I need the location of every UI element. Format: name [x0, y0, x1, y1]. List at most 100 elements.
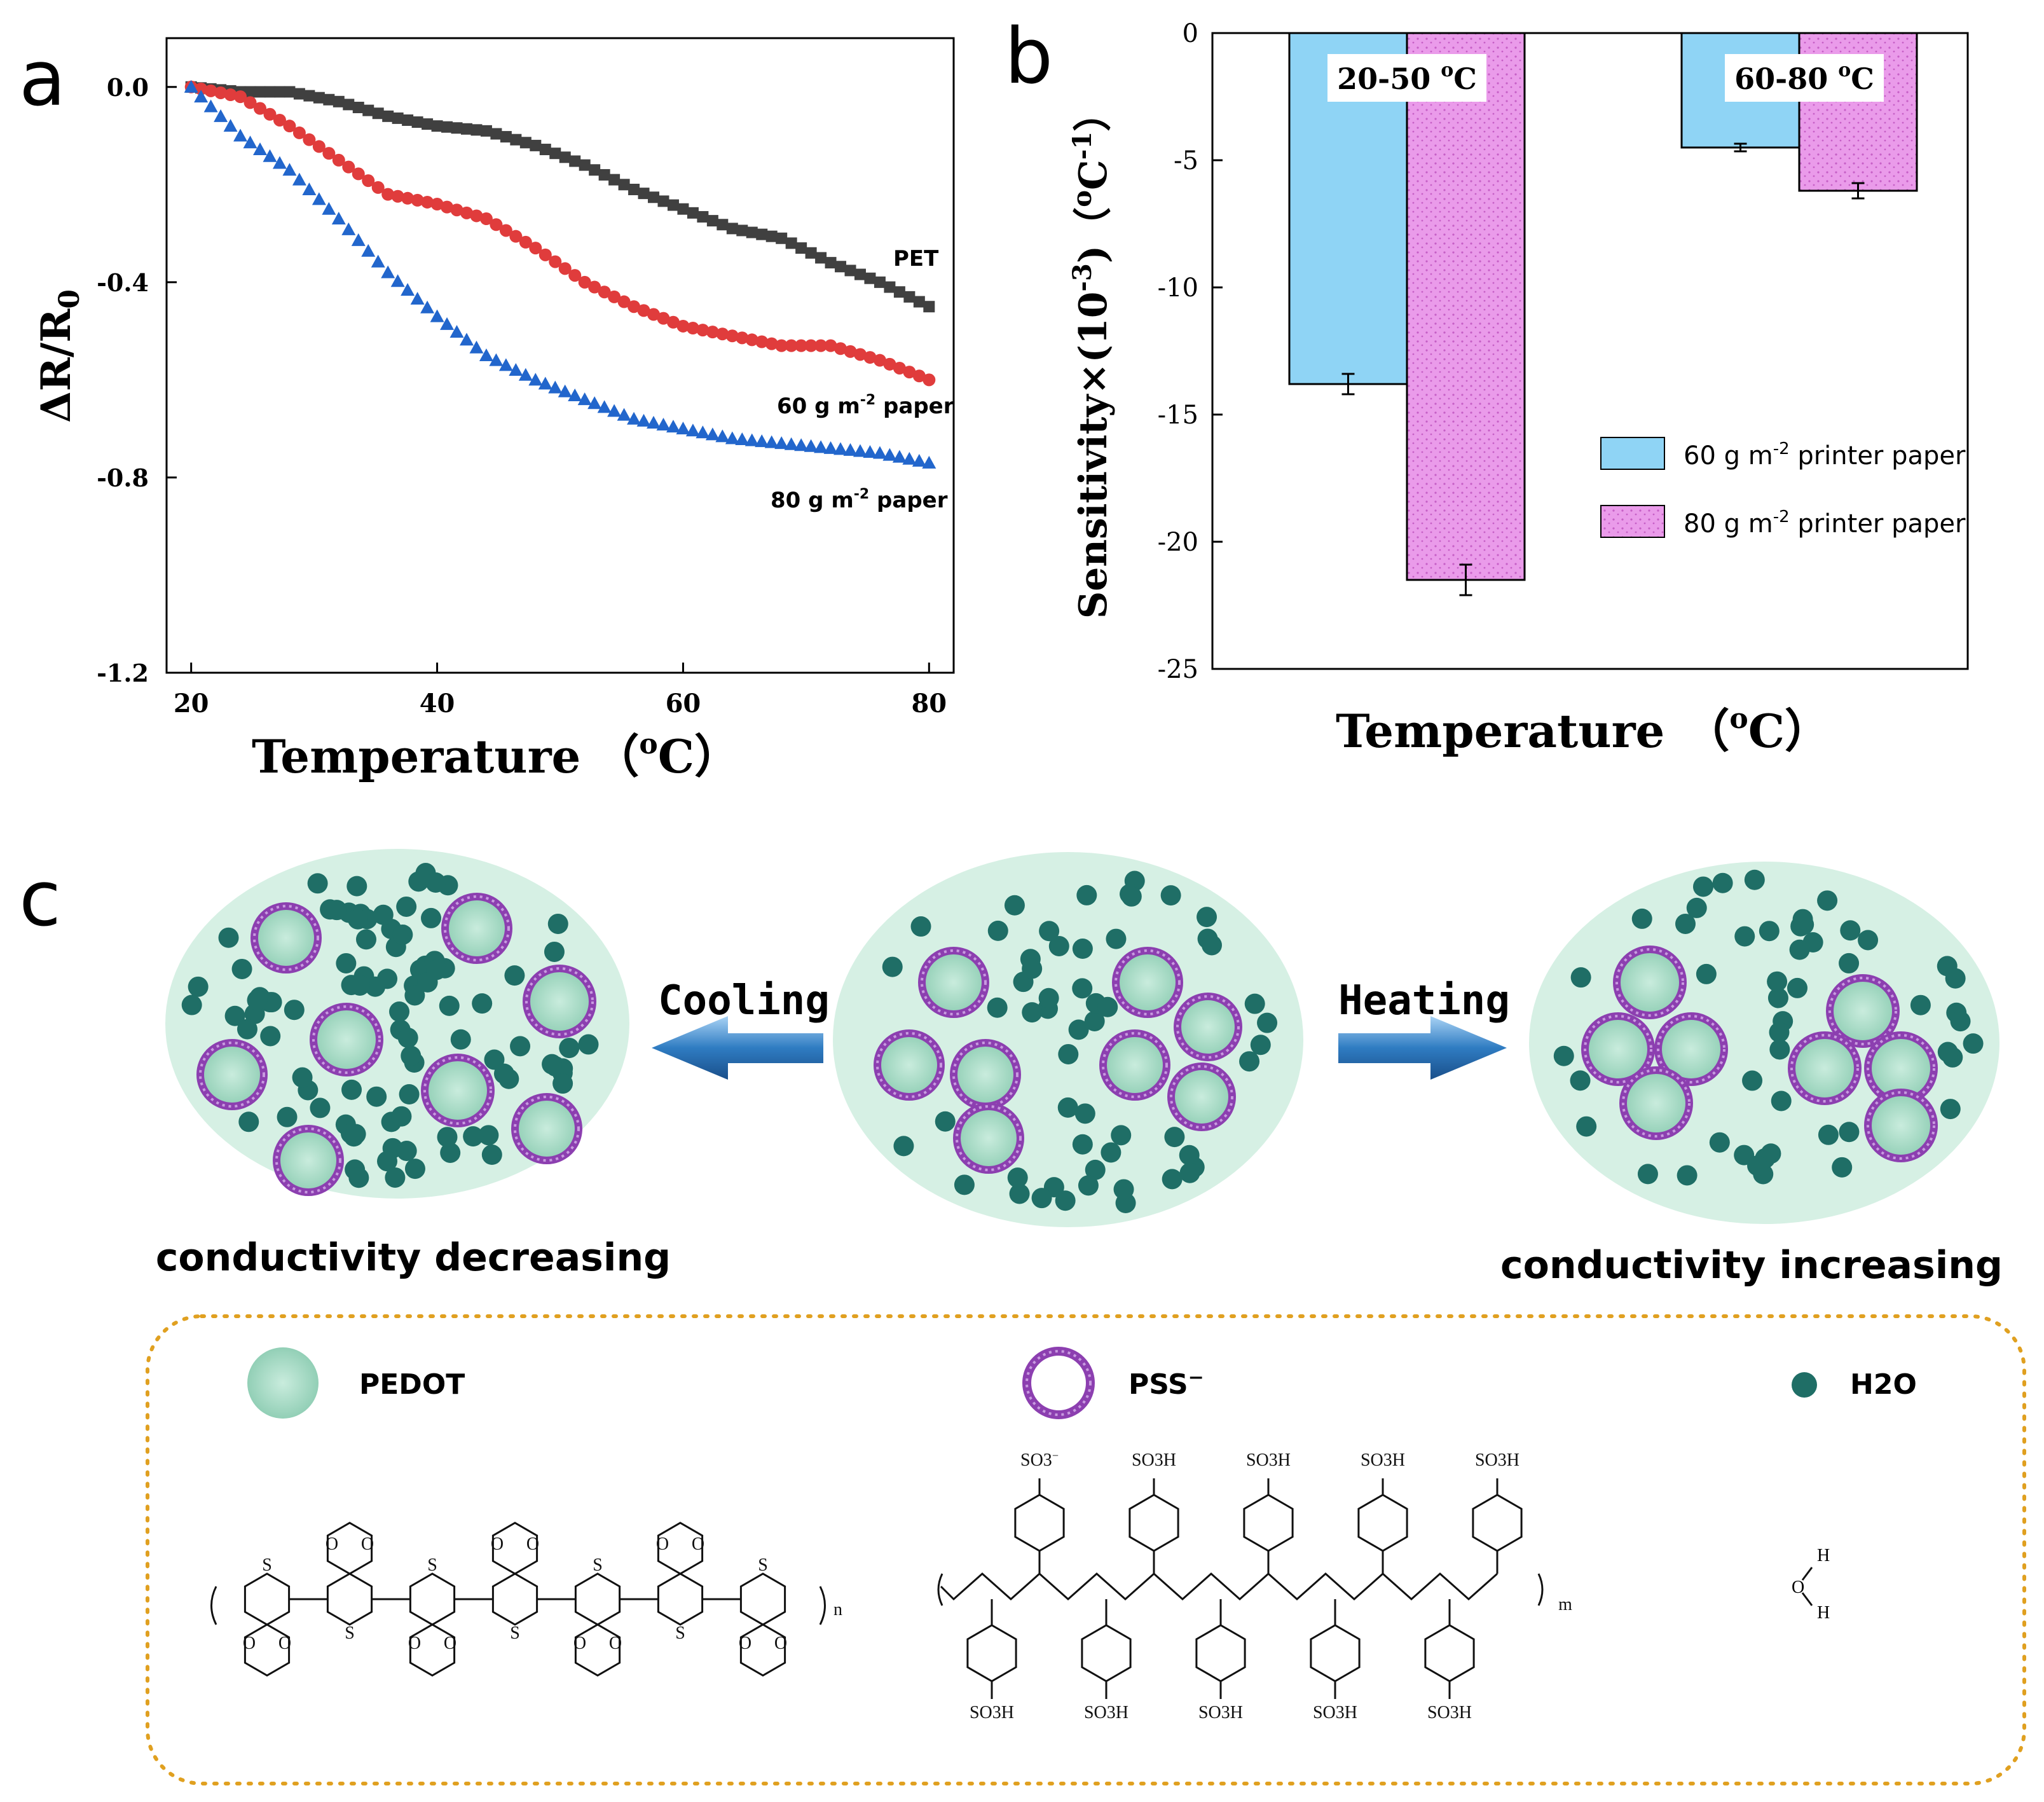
water-molecule	[1832, 1157, 1853, 1178]
ring	[966, 1624, 1017, 1682]
water-molecule	[350, 975, 371, 996]
water-molecule	[1818, 1124, 1839, 1145]
legend-box	[146, 1314, 2026, 1785]
data-point	[440, 317, 455, 330]
water-molecule	[355, 929, 376, 950]
y-tick-label: 0	[1183, 19, 1198, 48]
pedot-core	[313, 1007, 380, 1073]
oxygen-label: O	[526, 1534, 539, 1554]
diagram-c: Cooling Heating conductivity decreasing …	[146, 849, 2026, 1785]
water-molecule	[1696, 963, 1717, 984]
water-molecule	[1771, 1090, 1792, 1111]
water-molecule	[377, 1151, 398, 1172]
data-point	[352, 167, 365, 181]
water-molecule	[1085, 1159, 1106, 1180]
data-point	[854, 268, 866, 280]
data-point	[903, 291, 916, 303]
data-point	[627, 411, 641, 425]
water-molecule	[365, 976, 386, 997]
water-molecule	[559, 1038, 580, 1059]
water-molecule	[1950, 1011, 1971, 1032]
ring	[574, 1572, 621, 1626]
data-point	[588, 280, 601, 294]
pedot-core	[957, 1106, 1020, 1170]
data-point	[637, 304, 650, 317]
data-point	[617, 408, 631, 421]
water-molecule	[284, 1000, 305, 1021]
data-point	[421, 195, 434, 209]
y-tick-label: -15	[1158, 401, 1198, 430]
data-point	[874, 276, 886, 288]
data-point	[420, 300, 435, 313]
data-point	[744, 433, 759, 446]
data-point	[253, 142, 268, 156]
water-molecule	[347, 909, 368, 930]
conductivity-increasing-label: conductivity increasing	[1500, 1243, 2003, 1288]
bar	[1406, 32, 1526, 581]
water-molecule	[463, 1126, 484, 1147]
data-point	[234, 90, 247, 104]
water-molecule	[1747, 1155, 1768, 1176]
water-molecule	[1038, 987, 1059, 1008]
data-point	[814, 440, 828, 453]
water-molecule	[218, 927, 239, 948]
data-point	[362, 104, 374, 116]
water-molecule	[231, 958, 252, 979]
water-molecule	[224, 1005, 245, 1026]
data-point	[243, 96, 257, 109]
data-point	[735, 432, 750, 446]
data-point	[361, 244, 376, 257]
water-molecule	[440, 1142, 461, 1163]
water-molecule	[1257, 1012, 1278, 1033]
water-molecule	[439, 995, 460, 1016]
water-molecule	[1039, 921, 1060, 942]
oxygen-label: O	[491, 1534, 504, 1554]
so3h-label: SO3H	[1313, 1703, 1357, 1723]
water-molecule	[1940, 1099, 1961, 1120]
water-molecule	[987, 997, 1008, 1018]
data-point	[638, 188, 650, 200]
data-point	[736, 331, 749, 345]
chart-b-frame	[1211, 32, 1969, 670]
legend-swatch-80g	[1600, 505, 1665, 538]
data-point	[480, 125, 492, 137]
data-point	[362, 174, 375, 188]
data-point	[469, 340, 484, 354]
data-point	[333, 95, 345, 107]
water-chemical-structure: H O H	[1792, 1546, 1830, 1623]
data-point	[795, 242, 807, 254]
data-point	[872, 446, 887, 459]
ring	[326, 1572, 373, 1626]
water-molecule	[1022, 958, 1043, 979]
data-point	[422, 118, 434, 130]
data-point	[618, 179, 630, 191]
y-tick-label: -0.8	[97, 464, 149, 492]
pedot-core	[254, 906, 318, 970]
data-point	[254, 102, 267, 115]
water-molecule	[882, 956, 903, 977]
ring	[1472, 1494, 1523, 1552]
ring	[657, 1572, 704, 1626]
data-point	[460, 123, 472, 135]
water-molecule	[326, 900, 347, 921]
chart-b-legend: 60 g m-2 printer paper 80 g m-2 printer …	[1600, 437, 1966, 539]
water-molecule	[1570, 967, 1591, 988]
pedot-core	[1658, 1016, 1724, 1082]
data-point	[509, 230, 523, 243]
water-molecule	[552, 1073, 573, 1094]
oxygen-label: O	[243, 1633, 256, 1653]
water-molecule	[987, 920, 1008, 941]
pedot-core	[1868, 1035, 1934, 1101]
data-point	[578, 275, 591, 289]
data-point	[343, 99, 355, 111]
legend-pedot-label: PEDOT	[359, 1368, 465, 1401]
data-point	[676, 319, 690, 333]
water-molecule	[1631, 908, 1652, 929]
pedot-core	[445, 897, 509, 960]
pss-shell-texture	[1867, 1091, 1935, 1160]
data-point	[628, 183, 640, 195]
data-point	[402, 114, 414, 126]
water-molecule	[472, 993, 493, 1014]
y-tick-label: 0.0	[107, 73, 149, 102]
sulfur-label: S	[593, 1555, 603, 1575]
